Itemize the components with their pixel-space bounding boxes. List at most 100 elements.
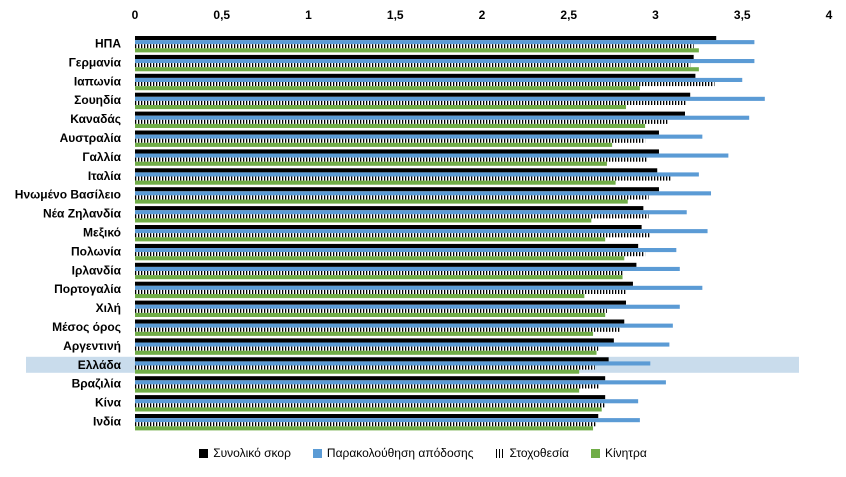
category-label: Ιαπωνία xyxy=(74,74,122,88)
category-label: Βραζιλία xyxy=(72,377,122,391)
bar-2 xyxy=(135,172,699,177)
x-tick-label: 2,5 xyxy=(560,8,577,22)
x-tick-label: 2 xyxy=(479,8,486,22)
category-label: Κίνα xyxy=(95,396,122,410)
legend-item: Συνολικό σκορ xyxy=(199,446,291,460)
x-tick-label: 0 xyxy=(132,8,139,22)
category-label: Γερμανία xyxy=(69,55,122,69)
bar-4 xyxy=(135,48,699,53)
category-label: Μέσος όρος xyxy=(52,320,121,334)
bar-1 xyxy=(135,168,658,173)
bar-3 xyxy=(135,403,606,408)
bar-1 xyxy=(135,338,614,343)
bar-chart: 0 0,5 1 1,5 2 2,5 3 3,5 4 ΗΠΑ Γερμανία Ιαπωνία Σουη… xyxy=(15,8,833,431)
bar-1 xyxy=(135,92,691,97)
bar-3 xyxy=(135,157,647,162)
bar-2 xyxy=(135,342,670,347)
legend-label: Κίνητρα xyxy=(604,446,647,460)
bar-2 xyxy=(135,153,729,158)
bar-1 xyxy=(135,54,694,59)
bar-1 xyxy=(135,395,606,400)
bar-1 xyxy=(135,130,659,135)
bar-3 xyxy=(135,308,607,313)
bar-3 xyxy=(135,346,599,351)
bar-4 xyxy=(135,123,646,128)
bar-4 xyxy=(135,180,616,185)
bar-4 xyxy=(135,256,625,261)
bar-3 xyxy=(135,214,649,219)
bar-1 xyxy=(135,414,599,419)
bar-4 xyxy=(135,369,580,374)
bar-1 xyxy=(135,225,642,230)
category-label: Ιρλανδία xyxy=(72,263,122,277)
bar-4 xyxy=(135,142,613,147)
bar-1 xyxy=(135,262,637,267)
bar-3 xyxy=(135,271,623,276)
bar-2 xyxy=(135,266,680,271)
x-tick-label: 0,5 xyxy=(213,8,230,22)
bar-4 xyxy=(135,199,628,204)
bar-3 xyxy=(135,138,646,143)
category-label: Γαλλία xyxy=(82,150,121,164)
bar-3 xyxy=(135,289,627,294)
category-label: Ελλάδα xyxy=(78,358,122,372)
legend-label: Στοχοθεσία xyxy=(509,446,569,460)
category-label: Πολωνία xyxy=(71,244,122,258)
category-label: Πορτογαλία xyxy=(54,282,121,296)
legend-swatch xyxy=(495,448,505,458)
bar-2 xyxy=(135,210,687,215)
x-tick-label: 1 xyxy=(305,8,312,22)
category-label: Μεξικό xyxy=(83,226,121,240)
bar-4 xyxy=(135,331,594,336)
bar-1 xyxy=(135,206,644,211)
bar-3 xyxy=(135,44,694,49)
bar-2 xyxy=(135,115,750,120)
bar-4 xyxy=(135,237,606,242)
category-label: Χιλή xyxy=(96,301,121,315)
bar-4 xyxy=(135,161,607,166)
category-label: ΗΠΑ xyxy=(95,37,121,51)
bar-2 xyxy=(135,380,666,385)
x-tick-label: 3,5 xyxy=(734,8,751,22)
category-label: Σουηδία xyxy=(74,93,121,107)
bar-1 xyxy=(135,300,627,305)
bar-3 xyxy=(135,384,600,389)
bar-2 xyxy=(135,304,680,309)
bar-2 xyxy=(135,399,639,404)
bar-2 xyxy=(135,285,703,290)
category-label: Νέα Ζηλανδία xyxy=(43,207,122,221)
legend-item: Στοχοθεσία xyxy=(495,446,569,460)
bar-2 xyxy=(135,40,755,45)
legend-swatch xyxy=(312,448,322,458)
bar-4 xyxy=(135,67,699,72)
bar-3 xyxy=(135,63,691,68)
bar-1 xyxy=(135,111,685,116)
bar-3 xyxy=(135,422,597,427)
legend-label: Συνολικό σκορ xyxy=(213,446,291,460)
category-label: Αργεντινή xyxy=(63,339,121,353)
bar-1 xyxy=(135,149,659,154)
bar-1 xyxy=(135,187,659,192)
bar-4 xyxy=(135,105,627,110)
bar-2 xyxy=(135,59,755,64)
bar-2 xyxy=(135,96,765,101)
bar-3 xyxy=(135,119,668,124)
bar-4 xyxy=(135,388,580,393)
bar-2 xyxy=(135,77,743,82)
bar-3 xyxy=(135,100,687,105)
bar-4 xyxy=(135,350,597,355)
category-label: Ηνωμένο Βασίλειο xyxy=(15,188,121,202)
bar-3 xyxy=(135,365,595,370)
bar-3 xyxy=(135,252,646,257)
bar-4 xyxy=(135,312,606,317)
bar-4 xyxy=(135,275,623,280)
bar-1 xyxy=(135,243,639,248)
bar-2 xyxy=(135,361,651,366)
bar-4 xyxy=(135,294,585,299)
bar-1 xyxy=(135,73,696,78)
bar-2 xyxy=(135,248,677,253)
bar-4 xyxy=(135,218,592,223)
bar-4 xyxy=(135,426,594,431)
category-label: Ινδία xyxy=(93,415,122,429)
legend-swatch xyxy=(590,448,600,458)
